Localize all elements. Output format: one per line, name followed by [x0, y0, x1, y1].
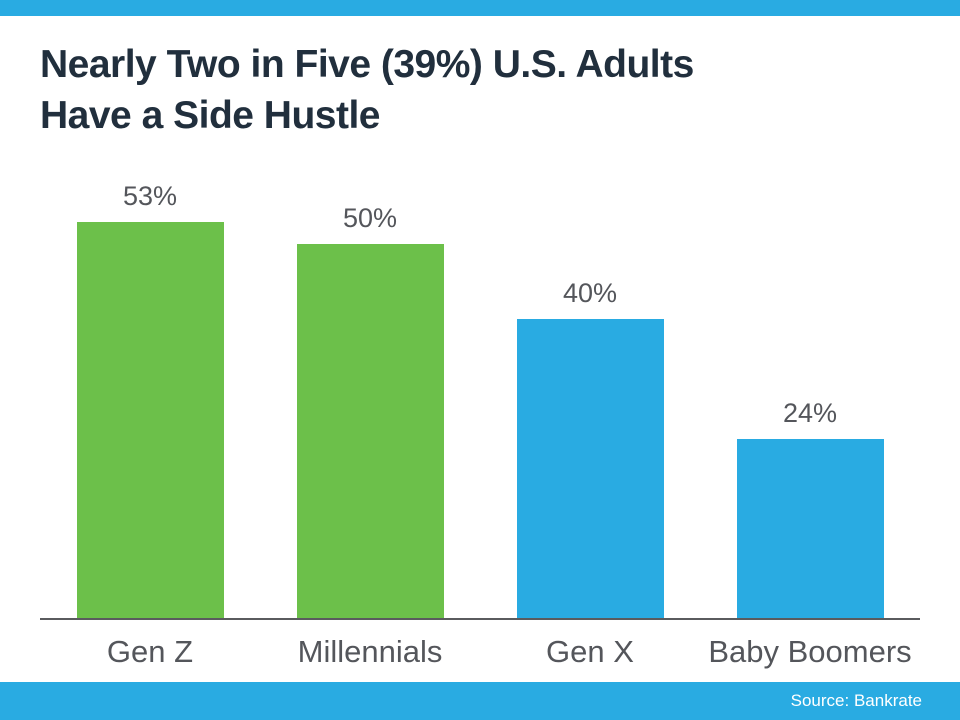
plot-area: 53% 50% 40% 24%	[40, 180, 920, 618]
chart-title-line2: Have a Side Hustle	[40, 93, 380, 137]
chart-title-line1: Nearly Two in Five (39%) U.S. Adults	[40, 43, 694, 86]
bar	[516, 319, 664, 618]
source-text: Source: Bankrate	[790, 691, 922, 710]
top-accent-bar	[0, 0, 960, 16]
chart-title: Nearly Two in Five (39%) U.S. Adults Hav…	[40, 40, 694, 141]
bar-value-label: 24%	[782, 398, 838, 428]
bar-group-baby-boomers: 24%	[700, 180, 920, 618]
bar-chart: 53% 50% 40% 24% Gen Z Millennials Gen X …	[40, 180, 920, 670]
category-label: Baby Boomers	[708, 634, 912, 669]
bar-group-gen-x: 40%	[480, 180, 700, 618]
bar	[76, 222, 224, 618]
category-label: Gen X	[546, 634, 634, 669]
bar-value-label: 50%	[342, 203, 398, 233]
bar	[296, 244, 444, 618]
bar-value-label: 53%	[122, 181, 178, 211]
bar-value-label: 40%	[562, 278, 618, 308]
x-axis-labels: Gen Z Millennials Gen X Baby Boomers	[40, 634, 920, 670]
x-axis-line	[40, 618, 920, 620]
bottom-accent-bar: Source: Bankrate	[0, 682, 960, 720]
category-label: Millennials	[297, 634, 443, 669]
bar-group-gen-z: 53%	[40, 180, 260, 618]
category-label: Gen Z	[106, 634, 194, 669]
bar-group-millennials: 50%	[260, 180, 480, 618]
bar	[736, 439, 884, 618]
